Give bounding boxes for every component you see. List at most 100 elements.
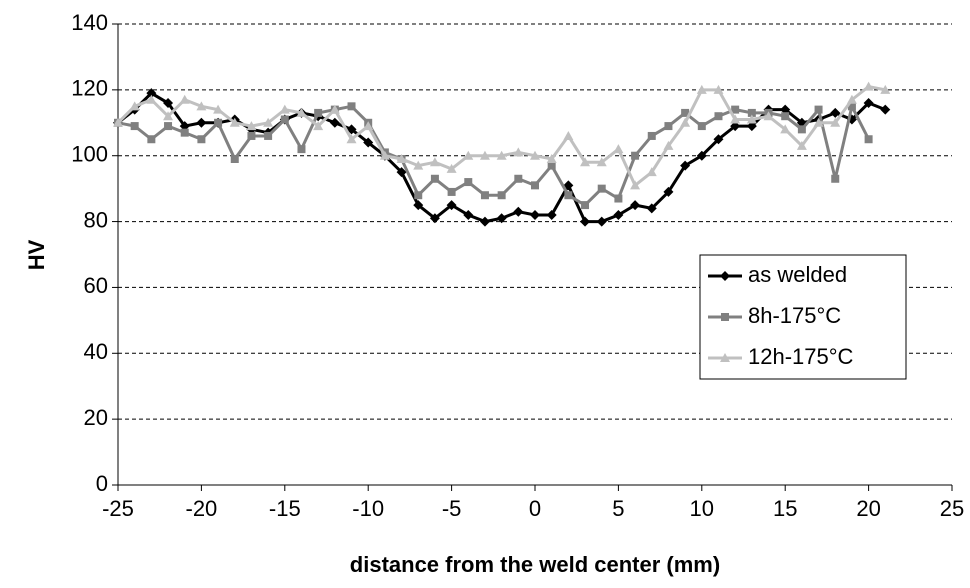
marker	[613, 209, 624, 220]
marker	[164, 122, 173, 131]
marker	[196, 101, 207, 111]
marker	[546, 209, 557, 220]
marker	[130, 122, 139, 131]
marker	[314, 108, 323, 117]
marker	[179, 121, 190, 132]
marker	[713, 134, 724, 145]
x-tick-label: -20	[186, 496, 218, 521]
marker	[446, 200, 457, 211]
marker	[580, 157, 591, 167]
marker	[196, 117, 207, 128]
marker	[596, 157, 607, 167]
marker	[663, 140, 674, 150]
marker	[863, 81, 874, 91]
y-tick-label: 60	[84, 273, 108, 298]
marker	[880, 104, 891, 115]
marker	[464, 178, 473, 187]
marker	[346, 134, 357, 144]
marker	[714, 112, 723, 121]
x-tick-label: -10	[352, 496, 384, 521]
marker	[630, 180, 641, 190]
marker	[564, 191, 573, 200]
marker	[479, 150, 490, 160]
marker	[214, 118, 223, 127]
marker	[297, 145, 306, 154]
marker	[513, 206, 524, 217]
marker	[531, 181, 539, 190]
marker	[780, 104, 791, 115]
marker	[696, 84, 707, 94]
marker	[797, 125, 806, 134]
x-tick-label: 0	[529, 496, 541, 521]
marker	[546, 154, 557, 164]
marker	[681, 108, 690, 117]
marker	[163, 98, 174, 109]
marker	[329, 104, 340, 114]
marker	[129, 101, 140, 111]
y-tick-label: 0	[96, 471, 108, 496]
marker	[696, 150, 707, 161]
x-tick-label: 25	[940, 496, 964, 521]
series-line	[116, 84, 886, 188]
marker	[647, 131, 656, 140]
x-tick-label: -15	[269, 496, 301, 521]
marker	[630, 200, 641, 211]
marker	[796, 140, 807, 150]
marker	[180, 128, 189, 137]
marker	[497, 191, 506, 200]
marker	[846, 94, 857, 104]
marker	[863, 98, 874, 109]
marker	[146, 88, 157, 99]
marker	[113, 117, 123, 127]
marker	[730, 114, 741, 124]
legend-marker	[721, 313, 729, 321]
marker	[746, 121, 757, 132]
x-tick-label: -25	[102, 496, 134, 521]
marker	[864, 135, 873, 144]
marker	[513, 147, 524, 157]
marker	[146, 94, 157, 104]
x-tick-label: 20	[856, 496, 880, 521]
marker	[463, 150, 474, 160]
legend-marker	[720, 353, 730, 362]
marker	[663, 186, 674, 197]
marker	[880, 84, 891, 94]
marker	[480, 191, 489, 200]
marker	[813, 117, 824, 127]
marker	[229, 117, 240, 127]
marker	[831, 174, 840, 183]
marker	[581, 201, 590, 210]
marker	[830, 117, 841, 127]
marker	[179, 94, 190, 104]
marker	[563, 130, 574, 140]
marker	[163, 111, 174, 121]
marker	[447, 187, 456, 196]
legend-marker	[720, 271, 730, 281]
marker	[414, 191, 423, 200]
y-tick-label: 120	[71, 76, 108, 101]
y-tick-label: 140	[71, 10, 108, 35]
marker	[347, 102, 356, 111]
marker	[530, 209, 540, 220]
marker	[296, 107, 307, 117]
marker	[429, 157, 440, 167]
legend-label: 12h-175°C	[748, 344, 854, 369]
x-tick-label: 10	[690, 496, 714, 521]
marker	[446, 163, 457, 173]
marker	[746, 114, 757, 124]
marker	[713, 84, 724, 94]
marker	[646, 203, 657, 214]
marker	[263, 117, 274, 127]
marker	[230, 155, 239, 164]
marker	[363, 137, 374, 148]
legend-label: 8h-175°C	[748, 303, 841, 328]
y-tick-label: 40	[84, 339, 108, 364]
x-tick-label: 15	[773, 496, 797, 521]
marker	[379, 150, 390, 160]
marker	[429, 213, 440, 224]
marker	[597, 184, 606, 193]
marker	[197, 135, 206, 144]
legend-label: as welded	[748, 262, 847, 287]
marker	[147, 135, 156, 144]
marker	[780, 124, 791, 134]
